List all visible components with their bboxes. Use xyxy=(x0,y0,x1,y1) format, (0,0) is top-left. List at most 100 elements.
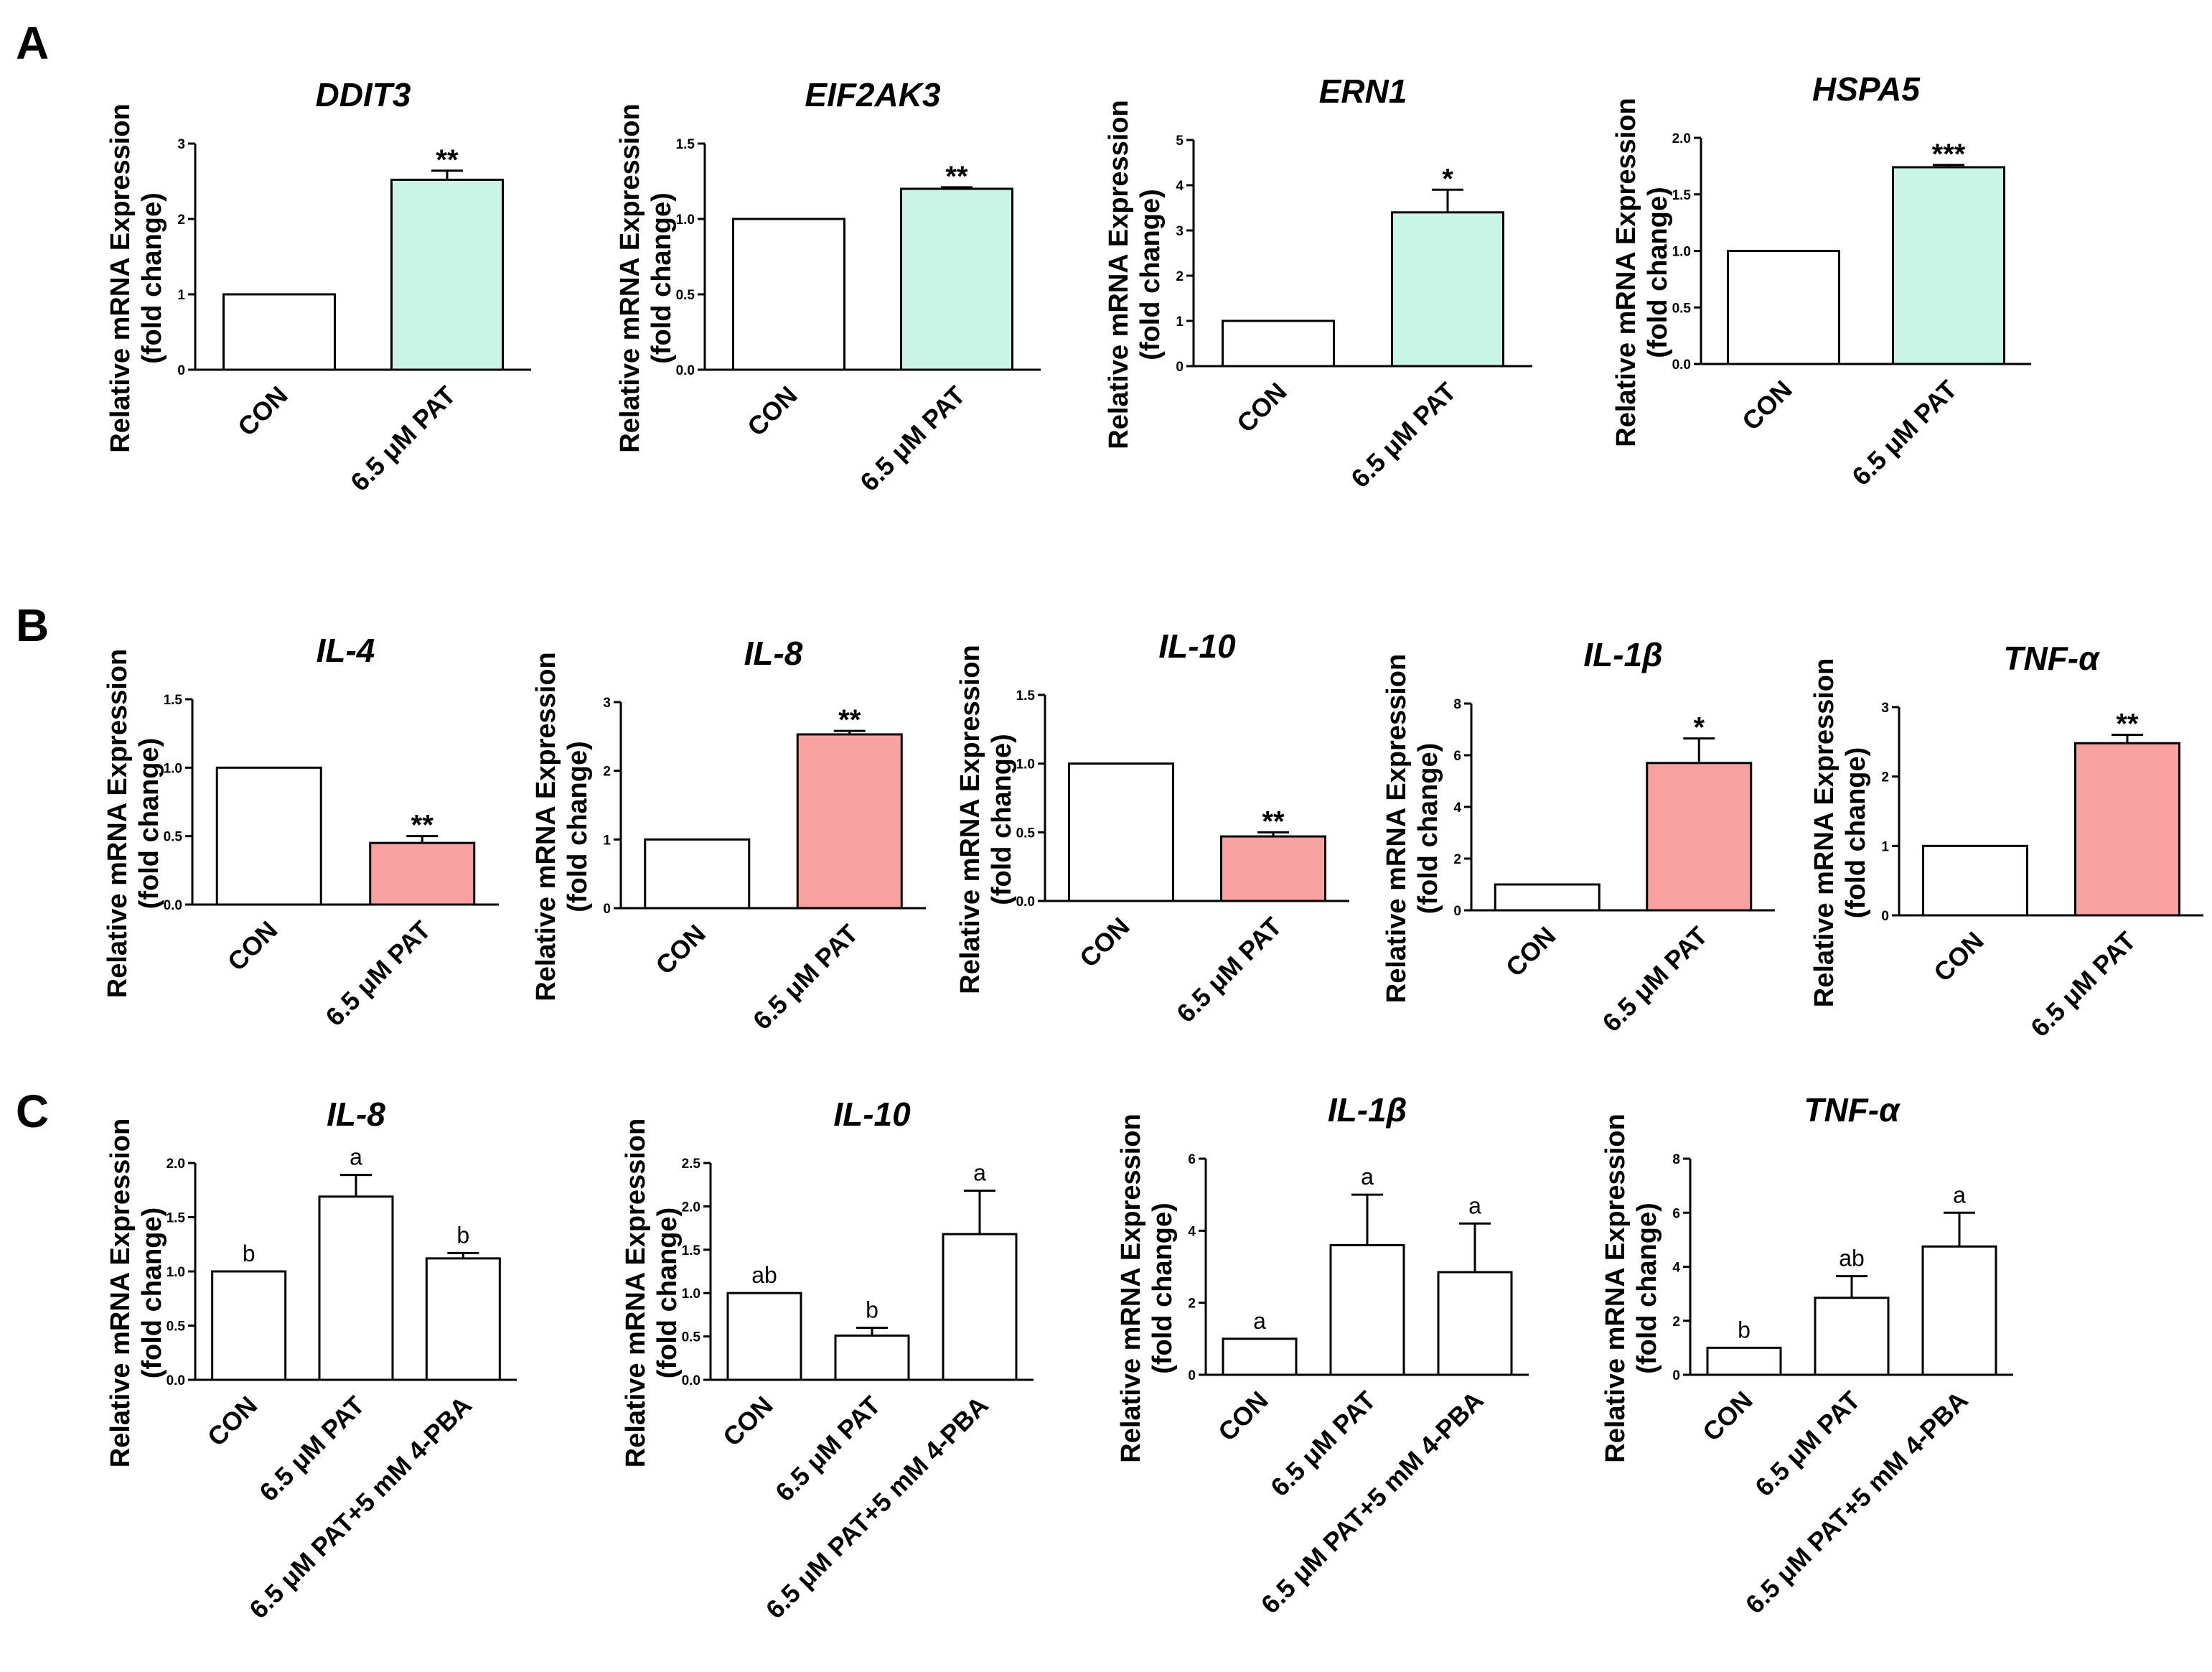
y-axis-label: Relative mRNA Expression(fold change) xyxy=(1116,1113,1178,1462)
y-axis-label: Relative mRNA Expression(fold change) xyxy=(106,1118,167,1467)
x-category-label: CON xyxy=(232,380,294,442)
chart-a-ern1: ERN1 0 1 2 3 4 5 Relative mRNA Expression(fold … xyxy=(1104,73,1532,493)
bar-6-5-um-pat xyxy=(369,841,476,906)
y-tick-label: 2.0 xyxy=(682,1200,700,1215)
bar-6-5-um-pat-5-mm-4-pba xyxy=(425,1257,501,1381)
y-tick-label: 4 xyxy=(1176,179,1184,194)
group-letter-label: b xyxy=(243,1241,256,1266)
x-category-label: 6.5 μM PAT xyxy=(747,919,863,1035)
y-tick-label: 1.5 xyxy=(682,1243,701,1258)
y-tick-label: 1.5 xyxy=(167,1211,186,1226)
significance-label: * xyxy=(1693,712,1705,744)
y-axis-label-line2: (fold change) xyxy=(1643,187,1673,358)
y-tick-label: 2 xyxy=(1188,1297,1196,1312)
bar-6-5-um-pat xyxy=(2074,742,2180,917)
y-axis-label: Relative mRNA Expression(fold change) xyxy=(531,652,593,1001)
bar-con xyxy=(1494,883,1601,912)
y-axis-label: Relative mRNA Expression(fold change) xyxy=(1382,654,1443,1003)
x-category-label: 6.5 μM PAT xyxy=(1846,375,1962,491)
y-tick-label: 6 xyxy=(1188,1152,1196,1167)
y-axis-label-line1: Relative mRNA Expression xyxy=(1809,658,1840,1007)
y-tick-label: 2.0 xyxy=(1672,131,1691,146)
y-tick-label: 0.0 xyxy=(676,363,695,378)
chart-c-tnf-alpha: TNF-α 0 2 4 6 8 Relative mRNA Expression(fold … xyxy=(1601,1091,2013,1619)
x-category-label: 6.5 μM PAT xyxy=(769,1391,886,1507)
y-axis-label: Relative mRNA Expression(fold change) xyxy=(955,645,1017,994)
chart-title: TNF-α xyxy=(1804,1091,1901,1129)
bar-con xyxy=(644,838,751,910)
y-axis-label-line2: (fold change) xyxy=(1148,1202,1178,1374)
y-tick-label: 0 xyxy=(1672,1368,1680,1383)
y-axis-label-line1: Relative mRNA Expression xyxy=(621,1118,651,1467)
y-tick-label: 3 xyxy=(603,696,611,711)
significance-label: ** xyxy=(2116,709,2139,740)
bar-con xyxy=(211,1270,287,1381)
chart-title: IL-10 xyxy=(1158,627,1236,665)
x-category-label: 6.5 μM PAT+5 mM 4-PBA xyxy=(243,1391,477,1625)
y-axis-label: Relative mRNA Expression(fold change) xyxy=(1601,1113,1662,1462)
y-axis-label-line1: Relative mRNA Expression xyxy=(106,103,136,452)
y-tick-label: 0.5 xyxy=(167,1320,186,1335)
chart-title: IL-1β xyxy=(1583,636,1662,673)
x-category-label: 6.5 μM PAT xyxy=(1749,1386,1865,1502)
group-letter-label: a xyxy=(1361,1164,1374,1190)
chart-b-il-8: IL-8 0 1 2 3 Relative mRNA Expression(fold ch… xyxy=(531,635,926,1035)
bar-con xyxy=(1727,250,1840,365)
chart-title: IL-8 xyxy=(744,635,803,672)
x-category-label: CON xyxy=(222,915,283,977)
y-tick-label: 3 xyxy=(177,137,185,152)
y-axis-label-line2: (fold change) xyxy=(1413,743,1443,915)
y-tick-label: 0.5 xyxy=(164,830,183,845)
y-tick-label: 6 xyxy=(1453,749,1461,764)
y-tick-label: 1.0 xyxy=(167,1265,185,1280)
group-letter-label: ab xyxy=(751,1262,777,1288)
group-letter-label: b xyxy=(456,1222,469,1248)
x-category-label: 6.5 μM PAT xyxy=(1345,377,1461,493)
y-tick-label: 0 xyxy=(1453,904,1461,919)
y-axis-label-line1: Relative mRNA Expression xyxy=(955,645,985,994)
y-tick-label: 1.5 xyxy=(1016,688,1036,704)
bar-con xyxy=(1068,762,1174,902)
x-category-label: CON xyxy=(650,919,711,981)
y-axis-label-line2: (fold change) xyxy=(134,738,164,910)
x-category-label: 6.5 μM PAT+5 mM 4-PBA xyxy=(1740,1386,1974,1620)
panel-label-a: A xyxy=(16,17,49,69)
y-tick-label: 8 xyxy=(1453,697,1461,712)
y-axis-label: Relative mRNA Expression(fold change) xyxy=(103,649,164,998)
group-letter-label: ab xyxy=(1839,1246,1865,1271)
y-tick-label: 2 xyxy=(1453,852,1461,867)
significance-label: ** xyxy=(436,144,459,176)
y-tick-label: 2 xyxy=(603,765,611,780)
bar-con xyxy=(215,766,322,906)
y-axis-label-line1: Relative mRNA Expression xyxy=(1611,98,1641,447)
significance-label: *** xyxy=(1932,139,1966,170)
bar-6-5-um-pat xyxy=(900,187,1013,371)
y-tick-label: 4 xyxy=(1672,1261,1680,1276)
bar-con xyxy=(1222,1337,1298,1376)
y-tick-label: 1.5 xyxy=(164,693,183,708)
y-tick-label: 1.5 xyxy=(1672,188,1692,203)
y-tick-label: 1.0 xyxy=(1672,245,1691,260)
chart-title: TNF-α xyxy=(2003,640,2101,677)
y-axis-label-line2: (fold change) xyxy=(1632,1202,1662,1374)
y-axis-label-line1: Relative mRNA Expression xyxy=(531,652,561,1001)
chart-b-il-1beta: IL-1β 0 2 4 6 8 Relative mRNA Expression(fold … xyxy=(1382,636,1775,1037)
y-tick-label: 0.0 xyxy=(167,1373,185,1388)
y-tick-label: 4 xyxy=(1453,800,1461,816)
x-category-label: CON xyxy=(1736,375,1798,436)
x-category-label: CON xyxy=(717,1391,779,1452)
y-tick-label: 1.0 xyxy=(164,761,182,776)
y-axis-label: Relative mRNA Expression(fold change) xyxy=(1809,658,1871,1007)
y-tick-label: 2 xyxy=(1176,269,1184,284)
y-tick-label: 0.5 xyxy=(1016,826,1036,841)
y-tick-label: 0 xyxy=(1176,360,1184,375)
y-tick-label: 2.5 xyxy=(682,1157,701,1172)
y-axis-label-line2: (fold change) xyxy=(987,734,1017,905)
bar-con xyxy=(1922,844,2028,917)
x-category-label: CON xyxy=(1928,926,1990,988)
chart-title: DDIT3 xyxy=(316,76,411,113)
